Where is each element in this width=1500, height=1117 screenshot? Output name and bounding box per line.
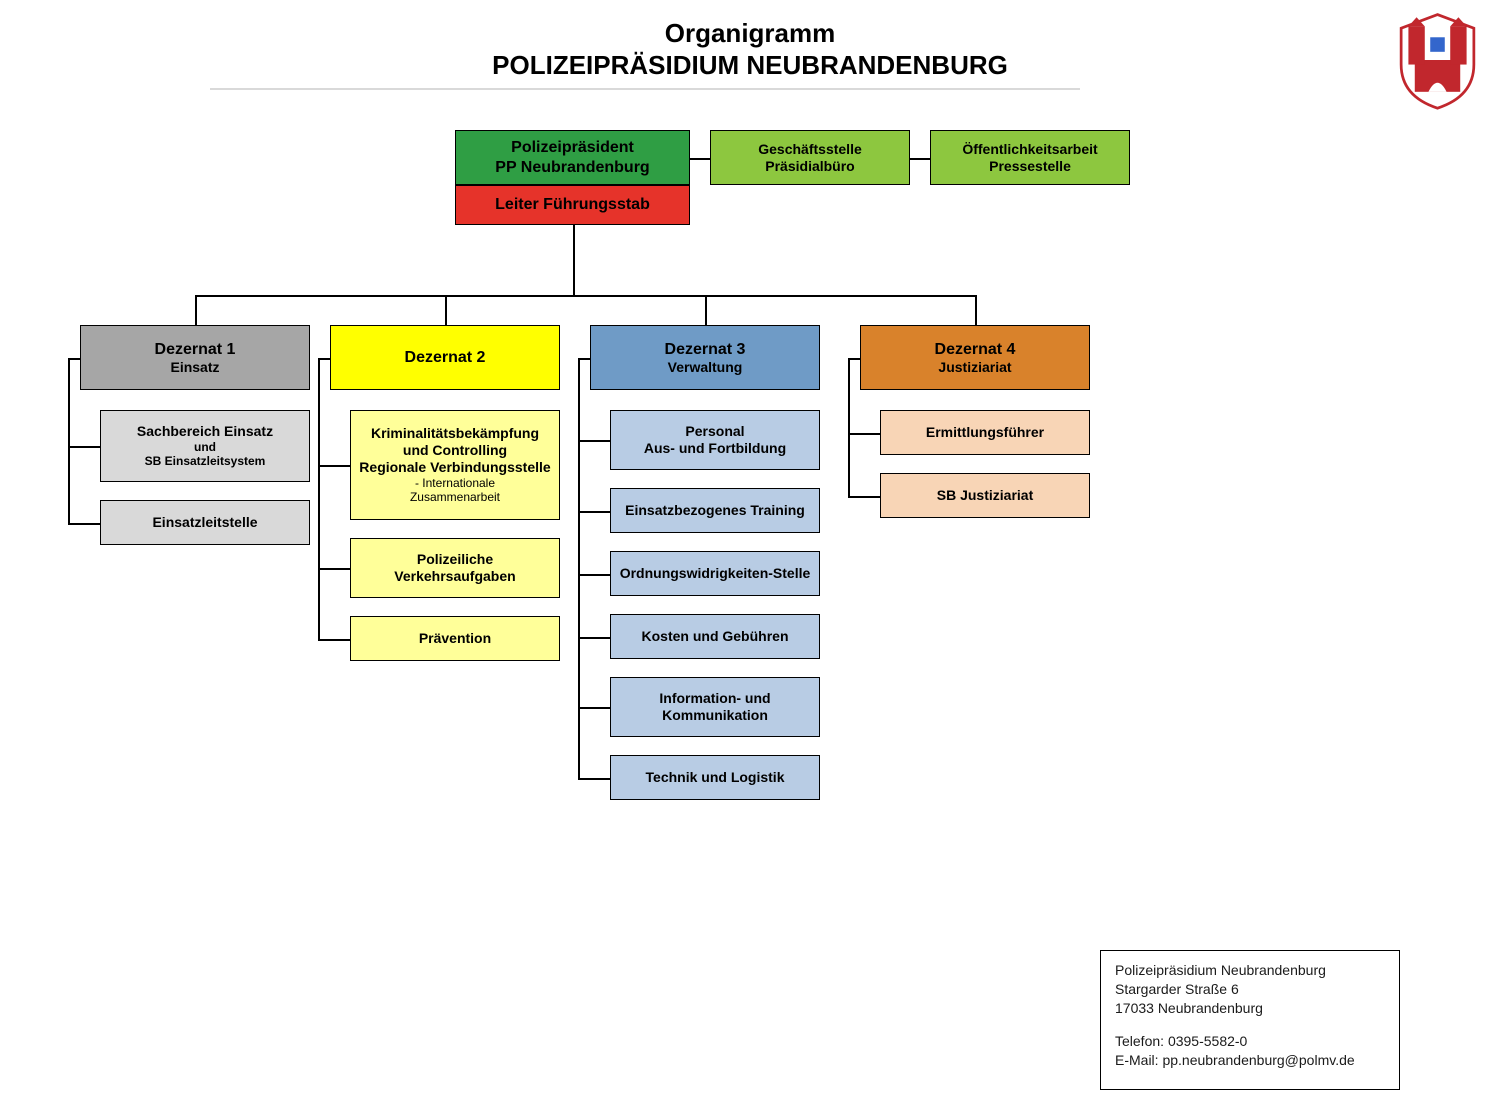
contact-street: Stargarder Straße 6 [1115, 980, 1385, 999]
page-title-1: Organigramm [0, 18, 1500, 49]
president-title: Polizeipräsident [511, 138, 634, 157]
node-leiter: Leiter Führungsstab [455, 185, 690, 225]
node-text: und Controlling [403, 442, 507, 459]
contact-email: E-Mail: pp.neubrandenburg@polmv.de [1115, 1051, 1385, 1070]
node-dept1-head: Dezernat 1Einsatz [80, 325, 310, 390]
connector [578, 574, 610, 576]
dept3-sub-0: PersonalAus- und Fortbildung [610, 410, 820, 470]
node-dept2-head: Dezernat 2 [330, 325, 560, 390]
dept4-sub-0: Ermittlungsführer [880, 410, 1090, 455]
dept1-sub-1: Einsatzleitstelle [100, 500, 310, 545]
node-press: ÖffentlichkeitsarbeitPressestelle [930, 130, 1130, 185]
connector [690, 158, 710, 160]
node-text: Technik und Logistik [646, 769, 785, 786]
connector [975, 295, 977, 325]
dept4-sub: Justiziariat [938, 359, 1011, 376]
dept1-title: Dezernat 1 [155, 340, 236, 359]
node-text: Ermittlungsführer [926, 424, 1044, 441]
node-text: Regionale Verbindungsstelle [359, 459, 550, 476]
node-text: Prävention [419, 630, 491, 647]
connector [68, 523, 100, 525]
connector [578, 637, 610, 639]
office-l1: Geschäftsstelle [758, 141, 862, 158]
dept2-sub-2: Prävention [350, 616, 560, 661]
connector [318, 568, 350, 570]
connector [705, 295, 707, 325]
dept3-sub: Verwaltung [668, 359, 743, 376]
node-text: Personal [685, 423, 744, 440]
node-text: Aus- und Fortbildung [644, 440, 786, 457]
press-l2: Pressestelle [989, 158, 1071, 175]
connector [578, 358, 580, 780]
connector [318, 465, 350, 467]
node-text: Kommunikation [662, 707, 768, 724]
dept3-sub-1: Einsatzbezogenes Training [610, 488, 820, 533]
contact-phone-value: 0395-5582-0 [1168, 1033, 1247, 1049]
dept4-title: Dezernat 4 [935, 340, 1016, 359]
node-office: GeschäftsstellePräsidialbüro [710, 130, 910, 185]
node-text: Sachbereich Einsatz [137, 423, 273, 440]
dept3-title: Dezernat 3 [665, 340, 746, 359]
node-text: - Internationale [415, 476, 495, 490]
node-text: SB Justiziariat [937, 487, 1033, 504]
connector [578, 778, 610, 780]
dept2-title: Dezernat 2 [405, 348, 486, 367]
node-dept4-head: Dezernat 4Justiziariat [860, 325, 1090, 390]
contact-email-value: pp.neubrandenburg@polmv.de [1162, 1052, 1354, 1068]
connector [318, 639, 350, 641]
connector [848, 496, 880, 498]
dept2-sub-0: Kriminalitätsbekämpfungund ControllingRe… [350, 410, 560, 520]
connector [195, 295, 197, 325]
dept3-sub-3: Kosten und Gebühren [610, 614, 820, 659]
dept1-sub: Einsatz [170, 359, 219, 376]
connector [910, 158, 930, 160]
connector [573, 225, 575, 295]
contact-box: Polizeipräsidium NeubrandenburgStargarde… [1100, 950, 1400, 1090]
contact-phone-label: Telefon: [1115, 1033, 1164, 1049]
contact-phone: Telefon: 0395-5582-0 [1115, 1032, 1385, 1051]
connector [578, 440, 610, 442]
connector [68, 358, 70, 525]
title-rule [210, 88, 1080, 90]
president-sub: PP Neubrandenburg [495, 158, 649, 177]
connector [848, 358, 850, 498]
node-text: und [194, 440, 216, 454]
node-text: Polizeiliche [417, 551, 493, 568]
connector [318, 358, 320, 641]
contact-name: Polizeipräsidium Neubrandenburg [1115, 961, 1385, 980]
dept1-sub-0: Sachbereich EinsatzundSB Einsatzleitsyst… [100, 410, 310, 482]
connector [578, 707, 610, 709]
node-text: Zusammenarbeit [410, 490, 500, 504]
contact-city: 17033 Neubrandenburg [1115, 999, 1385, 1018]
leiter-label: Leiter Führungsstab [495, 195, 650, 214]
office-l2: Präsidialbüro [765, 158, 854, 175]
connector [848, 433, 880, 435]
dept3-sub-2: Ordnungswidrigkeiten-Stelle [610, 551, 820, 596]
connector [195, 295, 977, 297]
contact-email-label: E-Mail: [1115, 1052, 1159, 1068]
connector [68, 446, 100, 448]
dept3-sub-4: Information- undKommunikation [610, 677, 820, 737]
dept2-sub-1: PolizeilicheVerkehrsaufgaben [350, 538, 560, 598]
dept4-sub-1: SB Justiziariat [880, 473, 1090, 518]
page-title-2: POLIZEIPRÄSIDIUM NEUBRANDENBURG [0, 50, 1500, 81]
node-text: Verkehrsaufgaben [394, 568, 515, 585]
node-text: Information- und [659, 690, 770, 707]
node-text: Kosten und Gebühren [642, 628, 789, 645]
node-text: Kriminalitätsbekämpfung [371, 425, 539, 442]
node-text: SB Einsatzleitsystem [145, 454, 266, 468]
city-crest-icon [1390, 10, 1485, 110]
dept3-sub-5: Technik und Logistik [610, 755, 820, 800]
node-president: PolizeipräsidentPP Neubrandenburg [455, 130, 690, 185]
node-dept3-head: Dezernat 3Verwaltung [590, 325, 820, 390]
press-l1: Öffentlichkeitsarbeit [962, 141, 1097, 158]
connector [445, 295, 447, 325]
node-text: Einsatzbezogenes Training [625, 502, 805, 519]
node-text: Ordnungswidrigkeiten-Stelle [620, 565, 811, 582]
node-text: Einsatzleitstelle [152, 514, 257, 531]
connector [578, 511, 610, 513]
